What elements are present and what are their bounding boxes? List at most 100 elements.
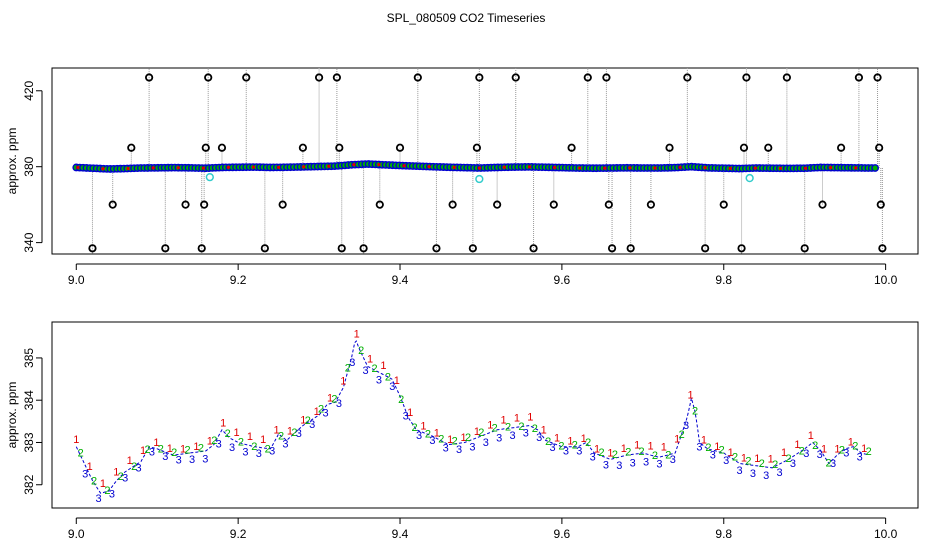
outlier-point [359,244,368,253]
outlier-point [873,73,882,82]
series-point-channel-2: 2 [719,444,725,456]
outlier-point [127,143,136,152]
series-point-channel-1: 1 [220,417,226,429]
bottom-y-tick-label: 382 [22,474,36,494]
series-point-channel-1: 1 [247,431,253,443]
series-point-channel-1: 1 [501,415,507,427]
baseline-accent-point [553,165,557,170]
bottom-x-tick-label: 9.4 [392,527,409,540]
series-point-channel-3: 3 [630,457,636,469]
series-point-channel-2: 2 [291,427,297,439]
bottom-x-tick-label: 9.8 [715,527,732,540]
series-point-channel-3: 3 [122,472,128,484]
outlier-point [395,143,405,152]
series-point-channel-2: 2 [318,404,324,416]
baseline-accent-point [527,165,532,169]
outlier-point [818,200,827,209]
baseline-accent-point [578,166,582,170]
series-point-channel-3: 3 [763,470,769,482]
bottom-panel: 9.0 9.2 9.4 9.6 9.8 10.0382383384385123123123… [5,321,919,540]
series-point-channel-3: 3 [803,448,809,460]
top-y-axis-label: approx. ppm [5,128,19,195]
series-point-channel-3: 3 [429,435,435,447]
series-point-channel-1: 1 [113,466,119,478]
outlier-point [701,244,710,253]
series-point-channel-1: 1 [661,441,667,453]
series-point-channel-2: 2 [772,459,778,471]
series-point-channel-1: 1 [314,406,320,418]
series-point-channel-2: 2 [238,437,244,449]
series-point-channel-1: 1 [447,434,453,446]
series-point-channel-2: 2 [278,431,284,443]
bottom-x-tick-label: 9.6 [554,527,571,540]
flagged-point [205,172,214,182]
series-point-channel-3: 3 [603,459,609,471]
outlier-point [683,73,692,82]
bottom-x-tick-label: 9.2 [230,527,247,540]
series-point-channel-2: 2 [799,445,805,457]
series-point-channel-3: 3 [229,442,235,454]
series-point-channel-2: 2 [866,446,872,458]
baseline-accent-point [477,166,481,170]
series-point-channel-1: 1 [193,441,199,453]
bottom-plot-frame [51,321,919,509]
series-point-channel-1: 1 [460,432,466,444]
series-point-channel-3: 3 [723,455,729,467]
series-point-channel-2: 2 [185,444,191,456]
top-y-tick-label: 340 [22,232,36,252]
baseline-accent-point [327,164,331,168]
series-point-channel-1: 1 [354,329,360,341]
series-point-channel-1: 1 [647,440,653,452]
series-point-channel-1: 1 [594,443,600,455]
top-y-tick-label: 420 [22,80,36,100]
series-point-channel-1: 1 [260,434,266,446]
series-point-channel-2: 2 [759,458,765,470]
bottom-y-tick-label: 383 [22,432,36,452]
series-point-channel-3: 3 [670,454,676,466]
series-point-channel-3: 3 [456,444,462,456]
outlier-point [161,244,170,253]
baseline-accent-point [854,166,858,170]
series-point-channel-3: 3 [349,357,355,369]
series-point-channel-3: 3 [777,467,783,479]
series-point-channel-2: 2 [652,450,658,462]
baseline-accent-point [753,166,757,170]
series-point-channel-1: 1 [434,428,440,440]
baseline-accent-point [101,167,105,171]
top-x-tick-label: 9.2 [230,273,247,287]
outlier-point [88,244,97,253]
outlier-point [475,73,484,82]
outlier-point [739,143,749,152]
series-point-channel-1: 1 [287,426,293,438]
baseline-accent-point [778,166,783,170]
series-point-channel-1: 1 [380,360,386,372]
outlier-point [217,143,227,152]
series-point-channel-2: 2 [745,456,751,468]
series-point-channel-1: 1 [781,447,787,459]
series-point-channel-3: 3 [82,468,88,480]
outlier-point [197,244,206,253]
series-point-channel-2: 2 [412,422,418,434]
series-point-channel-2: 2 [478,427,484,439]
series-point-channel-1: 1 [527,412,533,424]
flagged-point [475,174,484,184]
series-point-channel-3: 3 [643,456,649,468]
series-point-channel-2: 2 [532,423,538,435]
series-point-channel-3: 3 [576,445,582,457]
series-point-channel-3: 3 [616,460,622,472]
series-point-channel-3: 3 [322,407,328,419]
outlier-point [260,244,269,253]
series-point-channel-1: 1 [180,443,186,455]
series-point-channel-2: 2 [91,475,97,487]
series-point-channel-2: 2 [452,435,458,447]
outlier-point [413,73,422,82]
series-point-channel-2: 2 [251,441,257,453]
series-point-channel-2: 2 [665,450,671,462]
baseline-accent-point [176,166,180,170]
outlier-point [335,143,344,152]
baseline-accent-point [703,166,707,170]
series-point-channel-1: 1 [514,412,520,424]
series-point-channel-2: 2 [692,406,698,418]
series-point-channel-1: 1 [754,453,760,465]
series-point-channel-2: 2 [598,447,604,459]
